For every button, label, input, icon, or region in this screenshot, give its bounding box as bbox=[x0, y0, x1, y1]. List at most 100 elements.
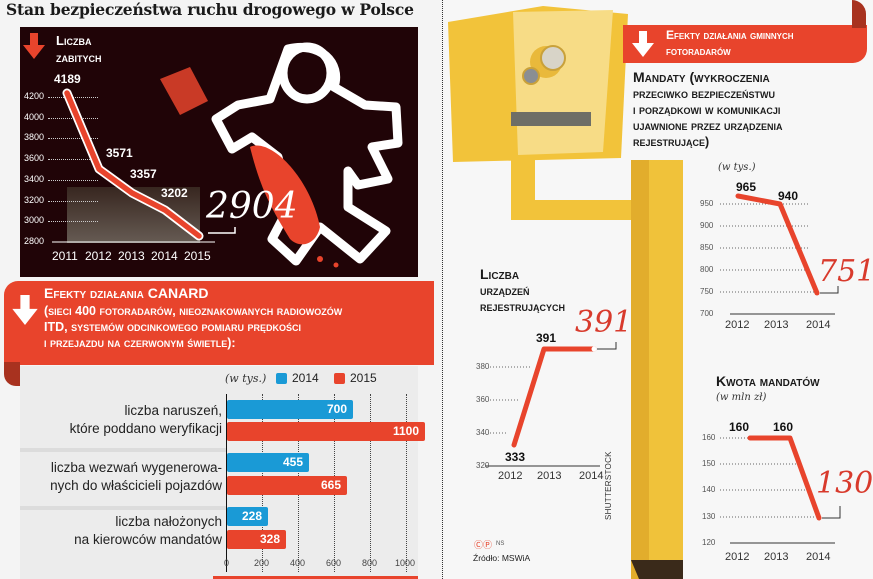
bar-row1-2015: 1100 bbox=[227, 422, 425, 441]
killed-title-line2: zabitych bbox=[56, 50, 102, 65]
devices-title-3: rejestrujących bbox=[480, 300, 566, 314]
devices-title-1: Liczba bbox=[480, 266, 520, 282]
ytick-130: 130 bbox=[702, 512, 716, 521]
mandaty-value-2013: 940 bbox=[778, 189, 799, 203]
down-arrow-icon bbox=[23, 33, 45, 59]
category-label-1-line2: które poddano weryfikacji bbox=[69, 421, 222, 436]
ytick-950: 950 bbox=[700, 199, 714, 208]
body-outline-illustration bbox=[160, 42, 403, 268]
bar-row3-2014: 228 bbox=[227, 507, 268, 526]
ytick-360: 360 bbox=[476, 395, 490, 404]
ytick-380: 380 bbox=[476, 362, 490, 371]
devices-year-2013: 2013 bbox=[537, 470, 562, 482]
xtick-1000: 1000 bbox=[395, 558, 416, 568]
page-title: Stan bezpieczeństwa ruchu drogowego w Po… bbox=[6, 0, 414, 19]
row-separator bbox=[20, 506, 226, 510]
xtick-0: 0 bbox=[224, 558, 230, 568]
devices-value-2013: 391 bbox=[536, 331, 557, 345]
devices-title-2: urządzeń bbox=[480, 284, 530, 298]
devices-highlight: 391 bbox=[575, 305, 633, 340]
value-2013: 3357 bbox=[130, 167, 157, 181]
gridline bbox=[48, 200, 98, 202]
ytick-140: 140 bbox=[702, 485, 716, 494]
mandaty-title-1: Mandaty (wykroczenia bbox=[633, 69, 770, 85]
bar-row1-2014: 700 bbox=[227, 400, 353, 419]
killed-line bbox=[52, 88, 236, 243]
year-2012: 2012 bbox=[85, 249, 112, 263]
ytick-750: 750 bbox=[700, 287, 714, 296]
ytick-4000: 4000 bbox=[24, 111, 45, 122]
amount-line-chart bbox=[720, 435, 841, 544]
ytick-3200: 3200 bbox=[24, 194, 45, 205]
ytick-120: 120 bbox=[702, 538, 716, 547]
amount-title: Kwota mandatów bbox=[716, 373, 820, 389]
legend-swatch-2015 bbox=[334, 373, 345, 384]
value-2011: 4189 bbox=[54, 72, 81, 86]
year-2013: 2013 bbox=[118, 249, 145, 263]
bottom-red-line bbox=[213, 576, 418, 579]
mandaty-year-2012: 2012 bbox=[725, 319, 750, 331]
gridline bbox=[48, 221, 98, 223]
ytick-3000: 3000 bbox=[24, 215, 45, 226]
gridline bbox=[406, 394, 407, 572]
amount-year-2014: 2014 bbox=[806, 551, 831, 563]
ytick-800: 800 bbox=[700, 265, 714, 274]
devices-year-2012: 2012 bbox=[498, 470, 523, 482]
category-label-3: liczba nałożonych na kierowców mandatów … bbox=[22, 513, 222, 549]
gridline bbox=[48, 138, 98, 140]
canard-subtitle-3: i przejazdu na czerwonym świetle): bbox=[44, 336, 236, 350]
gridline bbox=[48, 159, 98, 161]
year-2015: 2015 bbox=[184, 249, 211, 263]
ytick-160: 160 bbox=[702, 433, 716, 442]
killed-chart-panel: Liczba zabitych 2800 3000 3200 3400 3600 3800… bbox=[20, 27, 418, 277]
canard-banner: Efekty działania CANARD (sieci 400 fotor… bbox=[4, 281, 434, 365]
amount-year-2013: 2013 bbox=[764, 551, 789, 563]
year-2014: 2014 bbox=[151, 249, 178, 263]
down-arrow-icon bbox=[632, 31, 654, 57]
mandaty-year-2013: 2013 bbox=[764, 319, 789, 331]
mandaty-year-2014: 2014 bbox=[806, 319, 831, 331]
canard-subtitle-2: ITD, systemów odcinkowego pomiaru prędko… bbox=[44, 320, 302, 334]
ytick-700: 700 bbox=[700, 309, 714, 318]
category-label-2: liczba wezwań wygenerowanych do właścici… bbox=[22, 459, 222, 495]
ytick-3400: 3400 bbox=[24, 173, 45, 184]
amount-unit: (w mln zł) bbox=[716, 392, 767, 403]
category-label-2-line2: nych do właścicieli pojazdów bbox=[50, 478, 222, 493]
devices-line-chart bbox=[485, 342, 617, 467]
legend-label-2015: 2015 bbox=[350, 371, 377, 385]
row-separator bbox=[20, 448, 226, 452]
xtick-800: 800 bbox=[362, 558, 378, 568]
gminne-title-line1: Efekty działania gminnych bbox=[666, 28, 794, 42]
ytick-4200: 4200 bbox=[24, 91, 45, 101]
amount-value-2012: 160 bbox=[729, 420, 750, 434]
value-2012: 3571 bbox=[106, 146, 133, 160]
category-label-3-line1: liczba nałożonych bbox=[115, 514, 222, 529]
category-label-1-line1: liczba naruszeń, bbox=[124, 403, 222, 418]
canard-subtitle-1: (sieci 400 fotoradarów, nieoznakowanych … bbox=[44, 304, 343, 318]
mandaty-unit: (w tys.) bbox=[718, 162, 756, 173]
devices-value-2012: 333 bbox=[505, 450, 526, 464]
category-label-2-line1: liczba wezwań wygenerowa- bbox=[50, 460, 222, 475]
gminne-banner-fold bbox=[852, 0, 866, 28]
legend-swatch-2014 bbox=[276, 373, 287, 384]
xtick-200: 200 bbox=[254, 558, 270, 568]
canard-bar-chart: (w tys.) 2014 2015 liczba naruszeń, któr… bbox=[20, 366, 425, 579]
ytick-900: 900 bbox=[700, 221, 714, 230]
xtick-400: 400 bbox=[290, 558, 306, 568]
mandaty-title-5: rejestrujące) bbox=[633, 135, 710, 149]
ytick-850: 850 bbox=[700, 243, 714, 252]
amount-value-2013: 160 bbox=[773, 420, 794, 434]
dotted-divider bbox=[442, 0, 443, 579]
category-label-3-line2: na kierowców mandatów bbox=[74, 532, 222, 547]
bar-row2-2014: 455 bbox=[227, 453, 309, 472]
amount-year-2012: 2012 bbox=[725, 551, 750, 563]
xtick-600: 600 bbox=[326, 558, 342, 568]
copyright-icons: ⒸⓅ bbox=[474, 540, 493, 550]
category-label-1: liczba naruszeń, które poddano weryfikac… bbox=[22, 402, 222, 438]
mandaty-highlight: 751 bbox=[818, 254, 873, 289]
ytick-3600: 3600 bbox=[24, 153, 45, 164]
gminne-title-line2: fotoradarów bbox=[666, 44, 731, 58]
killed-title-line1: Liczba bbox=[56, 33, 92, 48]
devices-year-2014: 2014 bbox=[579, 470, 604, 482]
gridline bbox=[370, 394, 371, 572]
